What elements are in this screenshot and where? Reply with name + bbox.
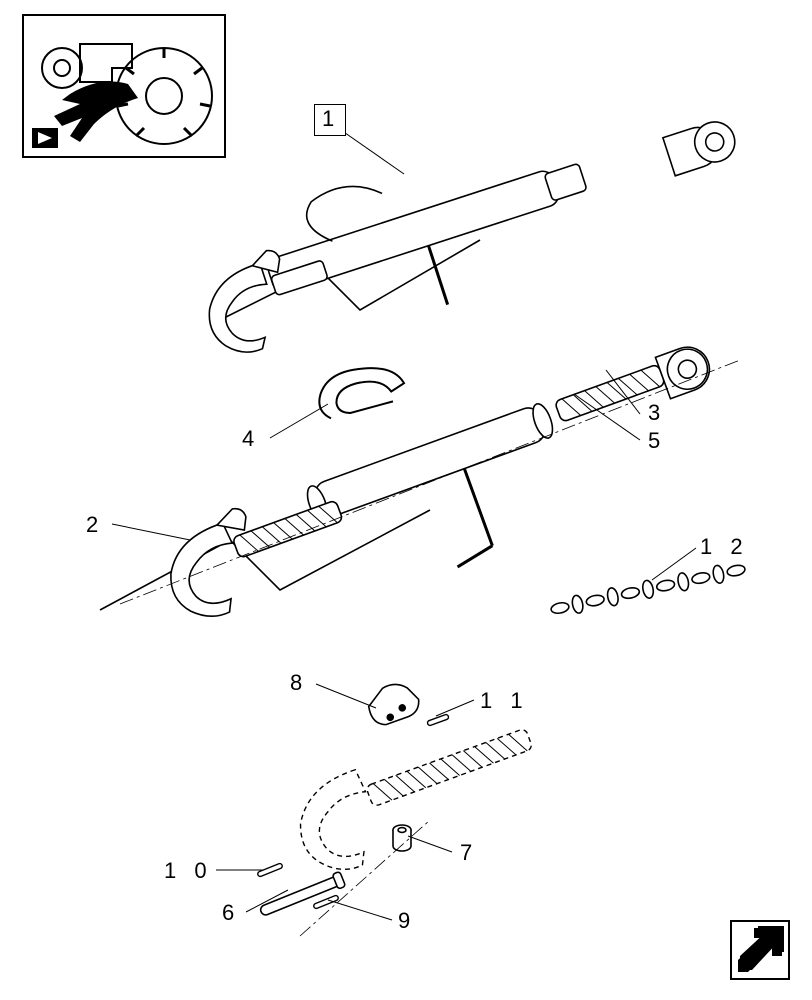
callout-5: 5	[648, 428, 666, 454]
part-pivot-pin	[258, 871, 346, 919]
part-latch	[365, 679, 423, 728]
part-hook-end	[154, 475, 360, 628]
callout-9: 9	[398, 908, 416, 934]
callout-6: 6	[222, 900, 240, 926]
part-chain	[549, 560, 746, 619]
callout-8: 8	[290, 670, 308, 696]
callout-10: 1 0	[164, 858, 213, 884]
callout-4: 4	[242, 426, 260, 452]
leader-lines	[112, 128, 696, 920]
part-hook-subassembly	[286, 710, 550, 882]
part-sleeve	[304, 401, 588, 607]
part-top-link-assembly	[194, 115, 740, 362]
callout-12: 1 2	[700, 534, 749, 560]
callout-3: 3	[648, 400, 666, 426]
part-wire-clip	[315, 362, 408, 420]
parts-diagram-page: 1 2 3 4 5 6 7 8 9 1 0 1 1 1 2	[0, 0, 812, 1000]
callout-11: 1 1	[480, 688, 529, 714]
next-page-icon[interactable]	[730, 920, 790, 980]
part-latch-roll-pin	[427, 714, 449, 726]
centerlines	[120, 360, 740, 936]
location-thumbnail	[22, 14, 226, 158]
part-roll-pin-a	[257, 863, 283, 877]
location-thumbnail-art	[24, 16, 224, 156]
part-bushing	[393, 825, 411, 851]
callout-2: 2	[86, 512, 104, 538]
part-roll-pin-b	[313, 895, 339, 909]
part-eye-end	[552, 341, 716, 436]
callout-1: 1	[322, 106, 340, 132]
callout-7: 7	[460, 840, 478, 866]
